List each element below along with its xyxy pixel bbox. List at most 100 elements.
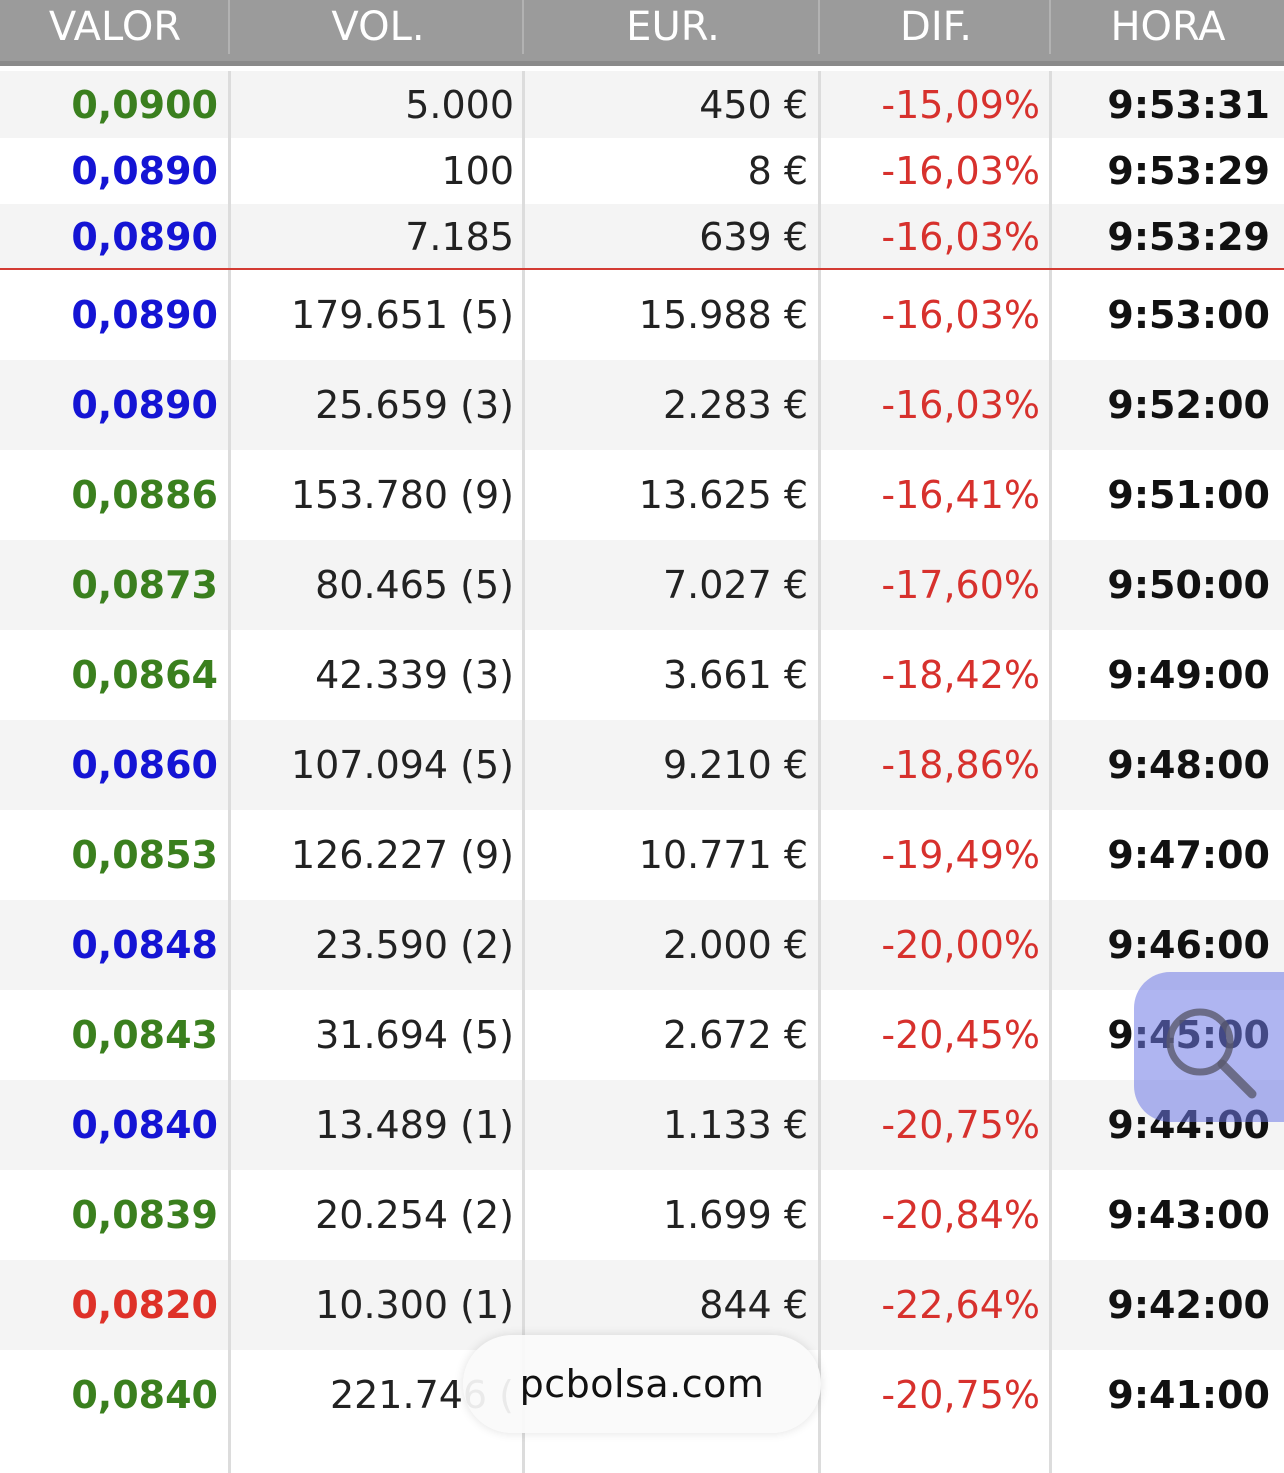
cell-difference: -19,49% xyxy=(881,833,1040,877)
cell-volume: 5.000 xyxy=(405,82,514,127)
column-divider xyxy=(228,71,231,1473)
cell-valor: 0,0839 xyxy=(71,1193,218,1237)
cell-volume: 23.590 (2) xyxy=(315,923,514,967)
magnifier-icon xyxy=(1166,1008,1257,1099)
cell-time: 9:50:00 xyxy=(1107,563,1270,607)
cell-euros: 450 € xyxy=(699,82,808,127)
cell-difference: -16,03% xyxy=(881,149,1040,193)
header-hora[interactable]: HORA xyxy=(1110,4,1226,50)
cell-valor: 0,0890 xyxy=(71,383,218,427)
table-row[interactable]: 0,0864 42.339 (3) 3.661 € -18,42% 9:49:00 xyxy=(0,630,1284,720)
table-row[interactable]: 0,0890 25.659 (3) 2.283 € -16,03% 9:52:00 xyxy=(0,360,1284,450)
cell-difference: -17,60% xyxy=(881,563,1040,607)
cell-time: 9:53:29 xyxy=(1107,215,1270,259)
cell-valor: 0,0840 xyxy=(71,1373,218,1417)
cell-time: 9:42:00 xyxy=(1107,1283,1270,1327)
cell-time: 9:48:00 xyxy=(1107,743,1270,787)
cell-valor: 0,0886 xyxy=(71,473,218,517)
cell-volume: 80.465 (5) xyxy=(315,563,514,607)
column-divider xyxy=(818,71,821,1473)
cell-euros: 15.988 € xyxy=(638,293,808,337)
cell-time: 9:53:31 xyxy=(1107,82,1270,127)
table-row[interactable]: 0,0890 179.651 (5) 15.988 € -16,03% 9:53:00 xyxy=(0,270,1284,360)
cell-time: 9:53:29 xyxy=(1107,149,1270,193)
cell-time: 9:41:00 xyxy=(1107,1373,1270,1417)
header-eur[interactable]: EUR. xyxy=(626,4,720,50)
header-divider xyxy=(818,0,820,54)
header-divider xyxy=(228,0,230,54)
cell-euros: 2.000 € xyxy=(662,923,808,967)
cell-euros: 1.133 € xyxy=(662,1103,808,1147)
cell-volume: 31.694 (5) xyxy=(315,1013,514,1057)
cell-difference: -15,09% xyxy=(881,82,1040,127)
cell-time: 9:47:00 xyxy=(1107,833,1270,877)
cell-difference: -16,03% xyxy=(881,215,1040,259)
cell-euros: 10.771 € xyxy=(638,833,808,877)
table-row[interactable]: 0,0886 153.780 (9) 13.625 € -16,41% 9:51:00 xyxy=(0,450,1284,540)
table-row[interactable]: 0,0890 7.185 639 € -16,03% 9:53:29 xyxy=(0,204,1284,270)
cell-valor: 0,0890 xyxy=(71,293,218,337)
cell-difference: -20,75% xyxy=(881,1103,1040,1147)
header-vol[interactable]: VOL. xyxy=(331,4,425,50)
cell-difference: -20,75% xyxy=(881,1373,1040,1417)
cell-valor: 0,0853 xyxy=(71,833,218,877)
cell-euros: 9.210 € xyxy=(662,743,808,787)
cell-difference: -16,03% xyxy=(881,293,1040,337)
cell-difference: -16,41% xyxy=(881,473,1040,517)
cell-valor: 0,0840 xyxy=(71,1103,218,1147)
cell-valor: 0,0848 xyxy=(71,923,218,967)
url-pill[interactable]: pcbolsa.com xyxy=(463,1335,821,1433)
cell-difference: -18,86% xyxy=(881,743,1040,787)
column-divider xyxy=(1049,71,1052,1473)
zoom-button[interactable] xyxy=(1134,972,1284,1122)
cell-valor: 0,0890 xyxy=(71,215,218,259)
header-valor[interactable]: VALOR xyxy=(48,4,182,50)
cell-volume: 25.659 (3) xyxy=(315,383,514,427)
table-header: VALOR VOL. EUR. DIF. HORA xyxy=(0,0,1284,66)
cell-volume: 179.651 (5) xyxy=(290,293,514,337)
cell-volume: 20.254 (2) xyxy=(315,1193,514,1237)
cell-euros: 3.661 € xyxy=(662,653,808,697)
cell-valor: 0,0820 xyxy=(71,1283,218,1327)
table-row[interactable]: 0,0900 5.000 450 € -15,09% 9:53:31 xyxy=(0,71,1284,138)
cell-valor: 0,0864 xyxy=(71,653,218,697)
cell-difference: -22,64% xyxy=(881,1283,1040,1327)
cell-valor: 0,0860 xyxy=(71,743,218,787)
cell-time: 9:51:00 xyxy=(1107,473,1270,517)
table-row[interactable]: 0,0848 23.590 (2) 2.000 € -20,00% 9:46:00 xyxy=(0,900,1284,990)
cell-valor: 0,0890 xyxy=(71,149,218,193)
table-row[interactable]: 0,0860 107.094 (5) 9.210 € -18,86% 9:48:00 xyxy=(0,720,1284,810)
cell-euros: 2.672 € xyxy=(662,1013,808,1057)
cell-time: 9:52:00 xyxy=(1107,383,1270,427)
cell-volume: 153.780 (9) xyxy=(290,473,514,517)
header-divider xyxy=(1049,0,1051,54)
cell-volume: 13.489 (1) xyxy=(315,1103,514,1147)
table-row[interactable]: 0,0853 126.227 (9) 10.771 € -19,49% 9:47:00 xyxy=(0,810,1284,900)
column-divider xyxy=(522,71,525,1473)
cell-euros: 13.625 € xyxy=(638,473,808,517)
table-row[interactable]: 0,0840 13.489 (1) 1.133 € -20,75% 9:44:00 xyxy=(0,1080,1284,1170)
header-dif[interactable]: DIF. xyxy=(900,4,972,50)
cell-volume: 10.300 (1) xyxy=(315,1283,514,1327)
table-row[interactable]: 0,0873 80.465 (5) 7.027 € -17,60% 9:50:00 xyxy=(0,540,1284,630)
cell-valor: 0,0900 xyxy=(71,82,218,127)
cell-volume: 42.339 (3) xyxy=(315,653,514,697)
cell-euros: 639 € xyxy=(699,215,808,259)
cell-difference: -16,03% xyxy=(881,383,1040,427)
cell-difference: -20,00% xyxy=(881,923,1040,967)
cell-valor: 0,0843 xyxy=(71,1013,218,1057)
cell-volume: 7.185 xyxy=(405,215,514,259)
table-row[interactable]: 0,0820 10.300 (1) 844 € -22,64% 9:42:00 xyxy=(0,1260,1284,1350)
cell-euros: 1.699 € xyxy=(662,1193,808,1237)
cell-difference: -20,45% xyxy=(881,1013,1040,1057)
cell-euros: 2.283 € xyxy=(662,383,808,427)
url-text: pcbolsa.com xyxy=(519,1362,765,1406)
cell-time: 9:49:00 xyxy=(1107,653,1270,697)
table-row[interactable]: 0,0890 100 8 € -16,03% 9:53:29 xyxy=(0,138,1284,204)
table-row[interactable]: 0,0839 20.254 (2) 1.699 € -20,84% 9:43:00 xyxy=(0,1170,1284,1260)
cell-volume: 100 xyxy=(441,149,514,193)
cell-volume: 107.094 (5) xyxy=(290,743,514,787)
separator-line xyxy=(0,268,1284,270)
cell-volume: 126.227 (9) xyxy=(290,833,514,877)
